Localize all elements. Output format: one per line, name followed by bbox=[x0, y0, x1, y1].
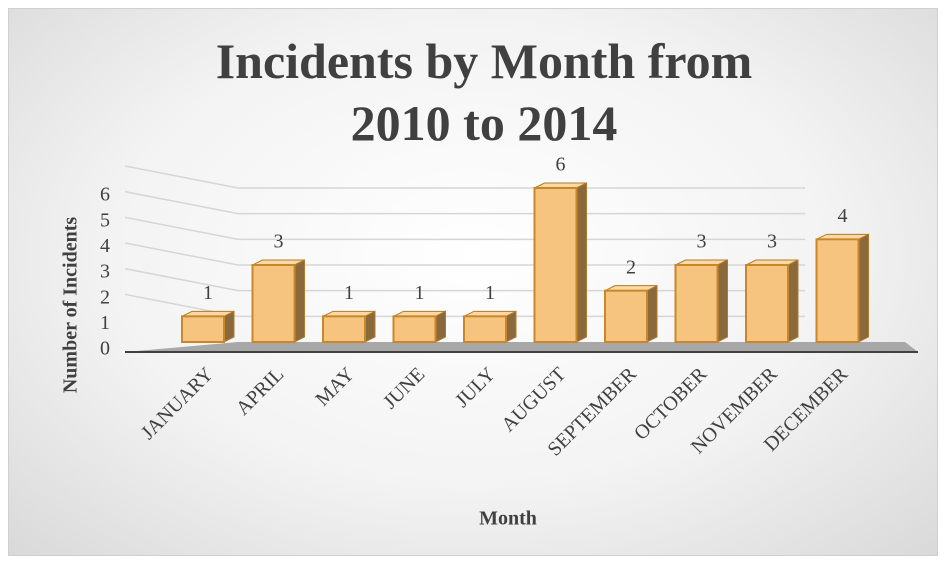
x-axis-title: Month bbox=[479, 508, 537, 530]
bar-side bbox=[858, 233, 869, 343]
data-label: 1 bbox=[415, 282, 425, 304]
data-label: 3 bbox=[697, 231, 707, 253]
y-tick-label: 5 bbox=[100, 209, 110, 231]
y-tick-label: 6 bbox=[100, 184, 110, 206]
bar-side bbox=[717, 259, 728, 343]
data-label: 3 bbox=[274, 231, 284, 253]
y-tick-label: 1 bbox=[100, 312, 110, 334]
x-tick-label: JULY bbox=[451, 363, 500, 412]
bar bbox=[392, 315, 437, 344]
data-label: 4 bbox=[838, 205, 848, 227]
data-label: 3 bbox=[767, 231, 777, 253]
y-tick-label: 2 bbox=[100, 286, 110, 308]
bar-side bbox=[646, 284, 658, 343]
data-label: 2 bbox=[626, 256, 636, 278]
bar bbox=[463, 315, 507, 344]
grid-line bbox=[124, 216, 805, 241]
bar-side bbox=[294, 259, 305, 343]
bar bbox=[745, 264, 789, 343]
data-label: 1 bbox=[344, 282, 354, 304]
x-tick-label: AUGUST bbox=[497, 363, 570, 436]
bar bbox=[251, 264, 296, 343]
grid-line bbox=[124, 190, 805, 215]
data-label: 1 bbox=[485, 282, 495, 304]
x-tick-label: MAY bbox=[312, 363, 359, 410]
y-tick-label: 3 bbox=[100, 261, 110, 283]
y-tick-label: 0 bbox=[100, 338, 110, 360]
bar bbox=[674, 264, 719, 343]
x-tick-label: JUNE bbox=[379, 363, 429, 413]
grid-line bbox=[124, 242, 805, 266]
bar bbox=[815, 238, 860, 343]
floor bbox=[125, 342, 918, 352]
x-tick-label: JANUARY bbox=[137, 363, 218, 444]
bar bbox=[533, 187, 578, 343]
bar bbox=[181, 315, 225, 344]
grid-line bbox=[124, 165, 805, 189]
bar-side bbox=[576, 182, 587, 343]
bar bbox=[604, 289, 648, 343]
bar bbox=[322, 315, 366, 344]
data-label: 1 bbox=[203, 282, 213, 304]
bar-side bbox=[787, 259, 799, 343]
chart-title: Incidents by Month from 2010 to 2014 bbox=[215, 33, 753, 151]
x-tick-label: APRIL bbox=[232, 363, 288, 419]
y-tick-label: 4 bbox=[100, 235, 110, 257]
data-label: 6 bbox=[556, 154, 566, 176]
y-axis-title: Number of Incidents bbox=[60, 217, 82, 394]
